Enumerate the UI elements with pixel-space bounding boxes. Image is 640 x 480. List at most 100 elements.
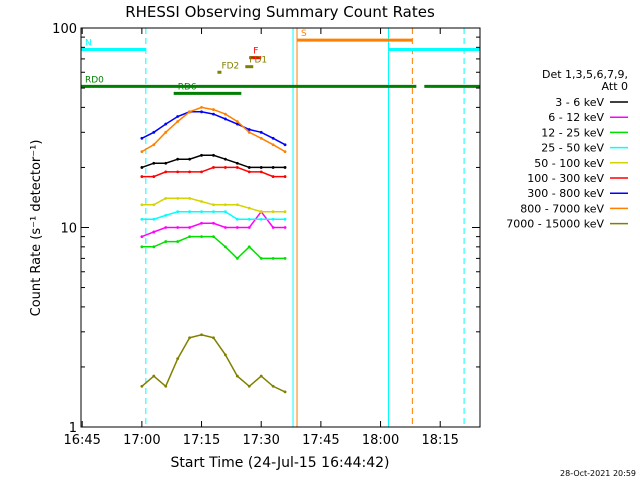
series-3-point-0: [140, 217, 144, 221]
legend-label-7: 800 - 7000 keV: [520, 202, 604, 215]
series-2-point-6: [212, 235, 215, 239]
chart-title: RHESSI Observing Summary Count Rates: [125, 3, 435, 21]
series-7-point-1: [152, 143, 156, 147]
series-7-point-4: [188, 110, 192, 114]
flag-label-s: S: [301, 29, 307, 39]
series-2-point-4: [188, 235, 192, 239]
series-6-point-8: [235, 122, 239, 126]
series-7-point-11: [271, 143, 275, 147]
x-tick-label-5: 18:00: [362, 433, 399, 448]
series-5-point-0: [140, 175, 144, 178]
flag-label-rd6: RD6: [178, 82, 197, 92]
series-4-point-8: [235, 203, 239, 207]
series-8-point-4: [188, 336, 192, 340]
series-5-point-2: [164, 170, 168, 174]
series-2-point-5: [200, 235, 203, 239]
series-2-point-7: [224, 245, 227, 249]
series-5-point-6: [212, 166, 215, 169]
y-tick-label-2: 100: [52, 22, 77, 37]
series-1-point-5: [200, 221, 203, 225]
series-6-point-7: [224, 117, 227, 121]
series-line-0: [141, 154, 286, 169]
series-0-point-5: [200, 153, 203, 157]
series-4-point-1: [152, 203, 156, 207]
series-7-point-6: [212, 108, 215, 111]
series-4-point-0: [140, 203, 144, 207]
series-2-point-12: [283, 257, 287, 260]
series-0-point-3: [176, 157, 180, 161]
series-0-point-12: [283, 166, 287, 169]
series-8-point-0: [140, 384, 144, 388]
series-8-point-8: [235, 374, 239, 378]
legend-label-0: 3 - 6 keV: [555, 96, 604, 109]
series-8-point-5: [200, 333, 203, 337]
legend-label-3: 25 - 50 keV: [541, 142, 604, 155]
series-8-point-3: [176, 357, 180, 361]
series-4-point-2: [164, 196, 168, 200]
x-tick-label-4: 17:45: [302, 433, 339, 448]
flag-label-fd1: FD1: [249, 56, 267, 66]
series-1-point-1: [152, 230, 156, 234]
series-6-point-3: [176, 115, 180, 118]
footer-timestamp: 28-Oct-2021 20:59: [560, 469, 636, 478]
series-5-point-8: [235, 166, 239, 169]
series-5-point-5: [200, 170, 203, 174]
series-1-point-4: [188, 226, 192, 229]
x-tick-label-2: 17:15: [183, 433, 220, 448]
series-6-point-2: [164, 122, 168, 126]
series-0-point-2: [164, 161, 168, 165]
series-2-point-2: [164, 240, 168, 243]
series-5-point-10: [259, 170, 263, 174]
x-tick-label-6: 18:15: [421, 433, 458, 448]
series-2-point-3: [176, 240, 180, 243]
series-7-point-5: [200, 105, 203, 109]
series-0-point-10: [259, 166, 263, 169]
series-8-point-11: [271, 384, 275, 388]
series-0-point-6: [212, 153, 215, 157]
series-7-point-12: [283, 150, 287, 154]
series-2-point-1: [152, 245, 156, 249]
series-7-point-8: [235, 120, 239, 123]
series-2-point-9: [247, 245, 251, 249]
series-1-point-2: [164, 226, 168, 229]
series-3-point-12: [283, 217, 287, 221]
y-tick-label-0: 1: [69, 421, 77, 436]
x-tick-label-1: 17:00: [123, 433, 160, 448]
series-4-point-6: [212, 203, 215, 207]
flag-label-rd0: RD0: [85, 75, 104, 85]
legend-title-0: Det 1,3,5,6,7,9,: [542, 68, 628, 81]
series-8-point-7: [224, 353, 227, 357]
series-7-point-0: [140, 150, 144, 154]
series-3-point-3: [176, 210, 180, 214]
series-6-point-12: [283, 143, 287, 147]
series-3-point-8: [235, 217, 239, 221]
series-7-point-7: [224, 112, 227, 116]
series-7-point-2: [164, 130, 168, 134]
series-8-point-10: [259, 374, 263, 378]
series-4-point-4: [188, 196, 192, 200]
flag-label-f: F: [253, 47, 258, 57]
legend-label-4: 50 - 100 keV: [534, 157, 604, 170]
series-4-point-11: [271, 210, 275, 214]
series-6-point-5: [200, 110, 203, 114]
axes: 16:45 17:00 17:15 17:30 17:45 18:00 18:15 1 10 10…: [52, 22, 480, 448]
series-0-point-4: [188, 157, 192, 161]
series-5-point-1: [152, 175, 156, 178]
series-8-point-6: [212, 336, 215, 340]
x-axis-label: Start Time (24-Jul-15 16:44:42): [170, 455, 389, 471]
series-3-point-4: [188, 210, 192, 214]
series-5-point-11: [271, 175, 275, 178]
series-7-point-3: [176, 120, 180, 123]
series-2-point-0: [140, 245, 144, 249]
series-1-point-0: [140, 235, 144, 239]
series-5-point-7: [224, 166, 227, 169]
series-3-point-7: [224, 210, 227, 214]
series-5-point-9: [247, 170, 251, 174]
series-line-2: [141, 235, 286, 260]
series-3-point-5: [200, 210, 203, 214]
series-1-point-6: [212, 221, 215, 225]
series-2-point-11: [271, 257, 275, 260]
legend: Det 1,3,5,6,7,9,Att 0 3 - 6 keV 6 - 12 keV…: [506, 68, 628, 231]
series-5-point-4: [188, 170, 192, 174]
